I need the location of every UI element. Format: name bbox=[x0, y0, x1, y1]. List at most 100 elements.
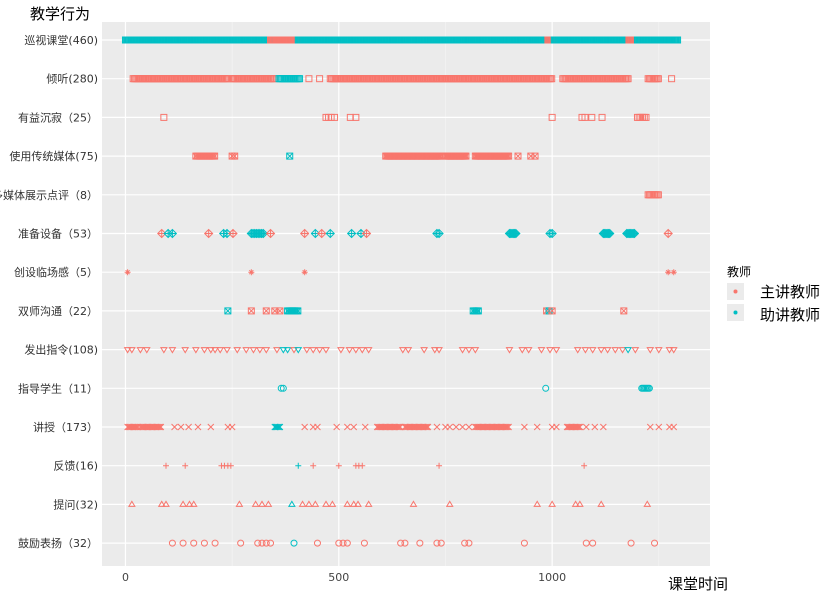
data-point bbox=[168, 539, 176, 547]
data-point bbox=[474, 307, 482, 315]
data-point bbox=[301, 423, 309, 431]
data-point bbox=[548, 307, 556, 315]
data-point bbox=[228, 423, 236, 431]
data-point bbox=[573, 423, 581, 431]
data-point bbox=[311, 500, 320, 507]
data-point bbox=[194, 423, 202, 431]
data-point bbox=[343, 539, 351, 547]
data-point bbox=[171, 423, 178, 431]
data-point bbox=[211, 152, 219, 160]
data-point bbox=[325, 228, 335, 239]
legend-label-lead-teacher: 主讲教师 bbox=[760, 283, 820, 301]
data-point bbox=[646, 347, 655, 354]
data-point bbox=[514, 152, 522, 160]
data-point bbox=[127, 347, 136, 354]
data-point bbox=[359, 462, 366, 469]
data-point bbox=[459, 423, 466, 431]
data-point bbox=[520, 539, 528, 547]
data-point bbox=[185, 423, 192, 431]
data-point bbox=[404, 347, 413, 354]
data-point bbox=[258, 539, 266, 547]
legend-label-assistant-teacher: 助讲教师 bbox=[760, 306, 820, 324]
data-point bbox=[242, 347, 251, 354]
data-point bbox=[605, 228, 615, 239]
data-point bbox=[542, 384, 550, 392]
data-point bbox=[223, 347, 231, 354]
data-point bbox=[267, 539, 275, 547]
data-point bbox=[433, 423, 441, 431]
data-point bbox=[588, 347, 597, 354]
data-point bbox=[264, 500, 273, 507]
data-point bbox=[279, 384, 287, 392]
marks-layer bbox=[121, 36, 682, 547]
data-point bbox=[552, 347, 561, 354]
data-point bbox=[398, 347, 407, 354]
data-point bbox=[262, 307, 270, 315]
data-point bbox=[124, 269, 131, 276]
data-point bbox=[669, 347, 678, 354]
data-point bbox=[423, 423, 431, 431]
y-axis-title: 教学行为 bbox=[30, 5, 90, 23]
data-point bbox=[305, 500, 313, 507]
data-point bbox=[346, 228, 357, 239]
data-point bbox=[286, 152, 294, 160]
data-point bbox=[651, 539, 659, 547]
data-point bbox=[643, 500, 652, 507]
data-point bbox=[163, 462, 169, 469]
data-point bbox=[276, 423, 284, 431]
data-point bbox=[290, 539, 298, 547]
data-point bbox=[624, 347, 632, 354]
data-point bbox=[179, 500, 187, 507]
data-point bbox=[262, 539, 270, 547]
data-point bbox=[354, 500, 362, 507]
data-point bbox=[663, 228, 673, 239]
data-point bbox=[182, 462, 189, 469]
data-point bbox=[588, 113, 596, 121]
data-point bbox=[168, 347, 177, 354]
data-point bbox=[581, 347, 590, 354]
data-point bbox=[254, 539, 262, 547]
data-point bbox=[302, 347, 311, 354]
data-point bbox=[360, 539, 368, 547]
data-point bbox=[547, 228, 557, 239]
data-point bbox=[409, 500, 418, 507]
data-point bbox=[349, 500, 358, 507]
data-point bbox=[581, 462, 588, 469]
data-point bbox=[465, 347, 473, 354]
data-point bbox=[235, 500, 244, 507]
data-point bbox=[591, 423, 599, 431]
data-point bbox=[206, 347, 215, 354]
data-point bbox=[620, 307, 628, 315]
data-point bbox=[123, 347, 132, 354]
data-point bbox=[433, 539, 441, 547]
data-point bbox=[575, 423, 582, 431]
data-point bbox=[350, 423, 358, 431]
data-point bbox=[462, 152, 470, 160]
data-point bbox=[273, 347, 281, 354]
data-point bbox=[436, 462, 443, 469]
legend: 教师 主讲教师 助讲教师 bbox=[727, 264, 820, 324]
data-point bbox=[156, 423, 163, 431]
data-point bbox=[548, 75, 556, 83]
y-tick-label: 发出指令(108) bbox=[24, 343, 98, 357]
data-point bbox=[599, 423, 607, 431]
data-point bbox=[424, 423, 432, 431]
data-point bbox=[335, 462, 342, 469]
data-point bbox=[505, 423, 512, 431]
data-point bbox=[200, 539, 208, 547]
data-point bbox=[157, 500, 166, 507]
data-point bbox=[461, 539, 469, 547]
data-point bbox=[136, 347, 145, 354]
data-point bbox=[533, 500, 542, 507]
data-point bbox=[394, 423, 402, 431]
x-tick-label: 500 bbox=[328, 571, 349, 584]
data-point bbox=[446, 423, 454, 431]
data-point bbox=[255, 347, 264, 354]
data-point bbox=[296, 75, 304, 83]
y-tick-labels: 巡视课堂(460) 倾听(280) 有益沉寂（25） 使用传统媒体(75) 多媒体展示点… bbox=[0, 33, 98, 550]
data-point bbox=[224, 307, 232, 315]
data-point bbox=[445, 500, 454, 507]
data-point bbox=[159, 347, 168, 354]
data-point bbox=[582, 423, 590, 431]
data-point bbox=[251, 500, 260, 507]
